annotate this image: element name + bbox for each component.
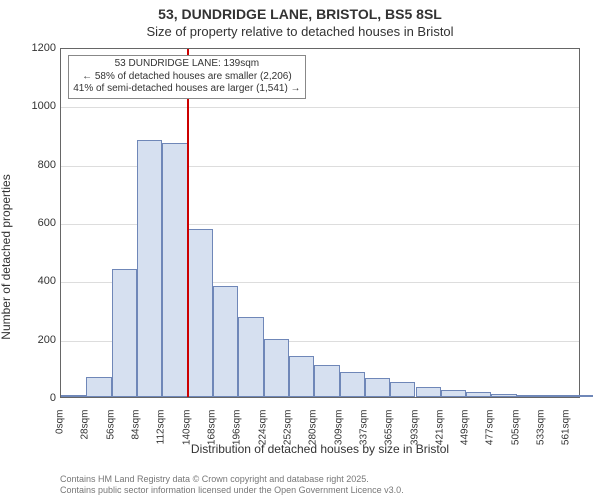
histogram-bar	[517, 395, 542, 397]
histogram-bar	[137, 140, 162, 397]
histogram-bar	[441, 390, 466, 397]
histogram-bar	[416, 387, 441, 397]
chart-footer: Contains HM Land Registry data © Crown c…	[60, 474, 580, 496]
histogram-bar	[188, 229, 213, 397]
histogram-bar	[213, 286, 238, 397]
histogram-bar	[289, 356, 314, 397]
annotation-line-2: ← 58% of detached houses are smaller (2,…	[73, 71, 300, 84]
chart-title-main: 53, DUNDRIDGE LANE, BRISTOL, BS5 8SL	[0, 6, 600, 22]
chart-title-sub: Size of property relative to detached ho…	[0, 24, 600, 39]
histogram-bar	[238, 317, 263, 397]
histogram-bar	[491, 394, 516, 398]
histogram-bar	[390, 382, 415, 397]
histogram-bar	[61, 395, 86, 397]
histogram-bar	[86, 377, 111, 397]
annotation-line-3: 41% of semi-detached houses are larger (…	[73, 83, 300, 96]
histogram-bar	[162, 143, 187, 397]
histogram-bar	[542, 395, 567, 397]
y-tick-label: 200	[6, 334, 56, 346]
histogram-bar	[340, 372, 365, 397]
property-size-chart: 53, DUNDRIDGE LANE, BRISTOL, BS5 8SL Siz…	[0, 0, 600, 500]
x-axis-title: Distribution of detached houses by size …	[60, 442, 580, 456]
footer-line-1: Contains HM Land Registry data © Crown c…	[60, 474, 580, 485]
histogram-bar	[365, 378, 390, 397]
plot-area: 53 DUNDRIDGE LANE: 139sqm ← 58% of detac…	[60, 48, 580, 398]
y-tick-label: 600	[6, 217, 56, 229]
histogram-bar	[567, 395, 592, 397]
footer-line-2: Contains public sector information licen…	[60, 485, 580, 496]
y-tick-label: 1000	[6, 100, 56, 112]
property-marker-line	[187, 49, 189, 397]
histogram-bar	[314, 365, 339, 397]
histogram-bar	[112, 269, 137, 397]
annotation-line-1: 53 DUNDRIDGE LANE: 139sqm	[73, 58, 300, 71]
y-tick-label: 1200	[6, 42, 56, 54]
y-axis-title: Number of detached properties	[0, 174, 13, 339]
histogram-bar	[264, 339, 289, 397]
y-tick-label: 400	[6, 275, 56, 287]
gridline	[61, 107, 579, 108]
histogram-bar	[466, 392, 491, 397]
y-tick-label: 0	[6, 392, 56, 404]
y-tick-label: 800	[6, 159, 56, 171]
property-annotation-box: 53 DUNDRIDGE LANE: 139sqm ← 58% of detac…	[68, 55, 305, 99]
